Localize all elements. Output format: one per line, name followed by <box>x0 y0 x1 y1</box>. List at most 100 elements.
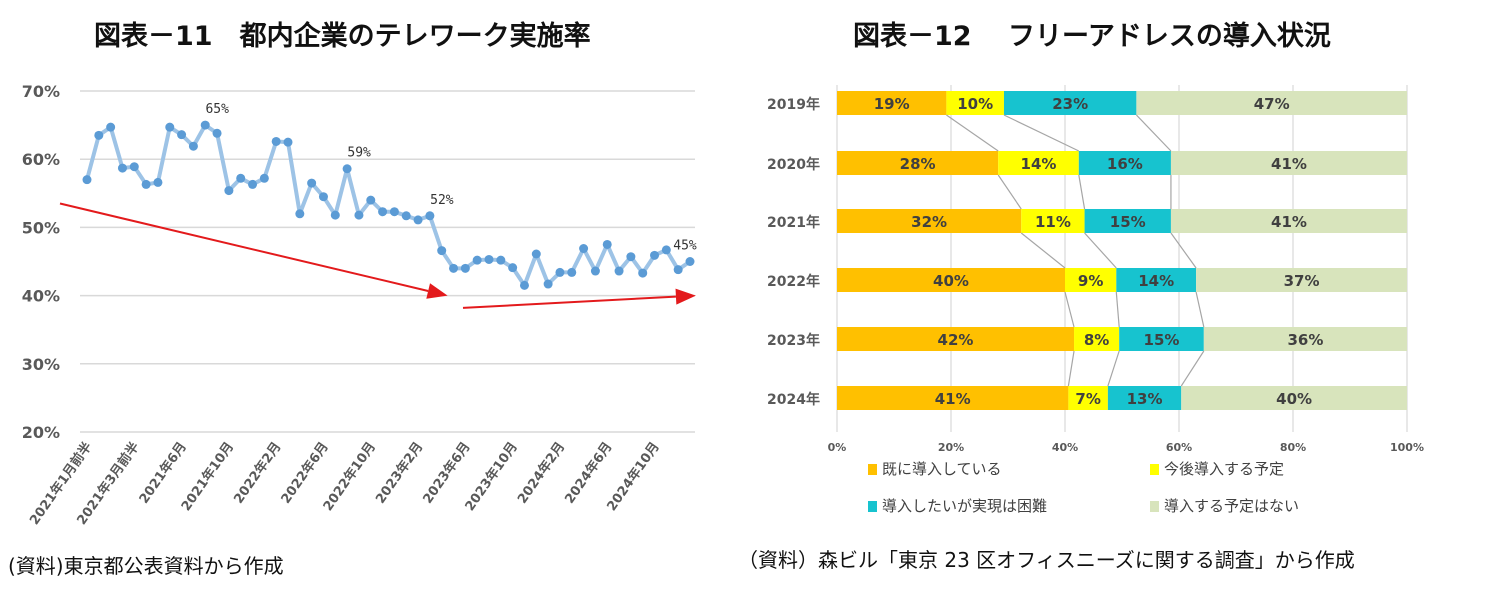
series-connector-line <box>1135 114 1172 152</box>
bar-segment <box>1170 151 1407 175</box>
data-point <box>614 266 624 276</box>
y-tick-label: 60% <box>22 150 60 169</box>
bar-segment <box>1116 268 1197 292</box>
data-point <box>579 244 589 254</box>
data-point <box>271 136 281 146</box>
data-point <box>224 186 234 196</box>
data-point <box>342 164 352 174</box>
data-label: 8% <box>1084 331 1109 349</box>
x-tick-label: 40% <box>1052 441 1078 454</box>
data-point <box>590 266 600 276</box>
legend-swatch <box>868 464 877 475</box>
trend-arrow-line <box>59 202 429 292</box>
bar-segment <box>1084 209 1171 233</box>
bar-segment <box>1136 91 1407 115</box>
source-note-right: （資料）森ビル「東京 23 区オフィスニーズに関する調査」から作成 <box>738 548 1355 572</box>
legend-label: 導入したいが実現は困難 <box>882 497 1047 515</box>
bar-segment <box>837 268 1065 292</box>
data-label: 40% <box>1276 390 1312 408</box>
bar-segment <box>1021 209 1085 233</box>
data-point <box>248 179 258 189</box>
data-point <box>307 178 317 188</box>
category-label: 2023年 <box>767 332 820 349</box>
x-tick-label: 80% <box>1280 441 1306 454</box>
bar-segment <box>837 151 999 175</box>
series-connector-line <box>1170 232 1197 269</box>
data-label: 41% <box>1271 213 1307 231</box>
bar-segment <box>1170 209 1407 233</box>
bar-segment <box>837 209 1022 233</box>
data-label: 19% <box>874 95 910 113</box>
data-label: 65% <box>205 102 229 117</box>
series-connector-line <box>1064 291 1075 328</box>
x-tick-label: 2023年2月 <box>372 439 426 507</box>
y-tick-label: 50% <box>22 218 60 237</box>
data-point <box>236 173 246 183</box>
chart-title-right: 図表－12 フリーアドレスの導入状況 <box>853 21 1331 52</box>
data-point <box>212 128 222 138</box>
legend-swatch <box>1150 501 1159 512</box>
data-point <box>389 207 399 217</box>
data-label: 13% <box>1127 390 1163 408</box>
data-point <box>106 122 116 132</box>
data-label: 15% <box>1144 331 1180 349</box>
data-label: 32% <box>911 213 947 231</box>
data-label: 45% <box>673 239 697 254</box>
data-point <box>472 255 482 265</box>
source-note-left: (資料)東京都公表資料から作成 <box>8 554 284 578</box>
data-point <box>437 246 447 256</box>
category-label: 2019年 <box>767 96 820 113</box>
series-connector-line <box>1107 350 1120 387</box>
legend-label: 既に導入している <box>882 460 1002 478</box>
x-tick-label: 2021年6月 <box>136 439 190 507</box>
data-point <box>117 163 127 173</box>
data-point <box>259 173 269 183</box>
series-connector-line <box>1020 232 1066 269</box>
data-label: 36% <box>1287 331 1323 349</box>
bar-segment <box>1203 327 1407 351</box>
data-label: 11% <box>1035 213 1071 231</box>
bar-segment <box>1181 386 1407 410</box>
data-label: 41% <box>1271 155 1307 173</box>
x-tick-label: 20% <box>938 441 964 454</box>
bar-segment <box>1074 327 1120 351</box>
data-label: 28% <box>900 155 936 173</box>
x-tick-label: 2024年2月 <box>514 439 568 507</box>
category-label: 2024年 <box>767 391 820 408</box>
data-point <box>177 130 187 140</box>
data-point <box>519 280 529 290</box>
data-point <box>508 263 518 273</box>
x-tick-label: 100% <box>1390 441 1424 454</box>
data-label: 40% <box>933 272 969 290</box>
data-point <box>283 137 293 147</box>
data-label: 7% <box>1075 390 1100 408</box>
trend-arrow-line <box>462 295 676 309</box>
y-tick-label: 30% <box>22 355 60 374</box>
data-point <box>366 195 376 205</box>
series-connector-line <box>1067 350 1075 387</box>
data-point <box>543 279 553 289</box>
data-point <box>413 215 423 225</box>
data-label: 23% <box>1052 95 1088 113</box>
data-label: 16% <box>1107 155 1143 173</box>
data-point <box>484 254 494 264</box>
data-point <box>82 175 92 185</box>
bar-segment <box>1065 268 1117 292</box>
series-connector-line <box>1115 291 1120 328</box>
series-connector-line <box>1180 350 1205 387</box>
bar-segment <box>946 91 1004 115</box>
data-point <box>129 162 139 172</box>
data-point <box>460 263 470 273</box>
x-tick-label: 2024年6月 <box>562 439 616 507</box>
x-tick-label: 60% <box>1166 441 1192 454</box>
bar-segment <box>1119 327 1204 351</box>
x-tick-label: 0% <box>828 441 847 454</box>
data-point <box>141 179 151 189</box>
data-point <box>661 245 671 255</box>
category-label: 2020年 <box>767 156 820 173</box>
data-label: 10% <box>957 95 993 113</box>
series-connector-line <box>1003 114 1080 152</box>
x-tick-label: 2023年6月 <box>420 439 474 507</box>
data-point <box>638 268 648 278</box>
data-point <box>354 210 364 220</box>
